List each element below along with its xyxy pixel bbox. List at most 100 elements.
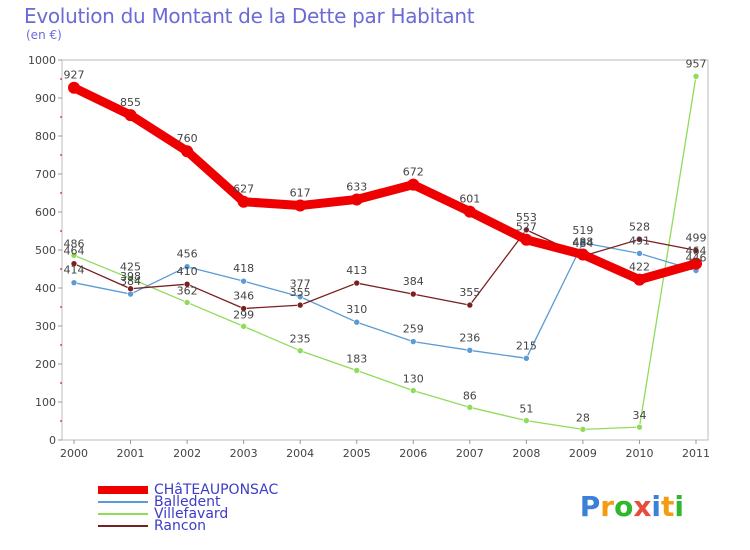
data-point xyxy=(353,367,361,374)
legend-label: Villefavard xyxy=(154,506,229,522)
data-point xyxy=(692,247,700,254)
legend-swatch-chateauponsac xyxy=(98,486,148,494)
data-point xyxy=(409,290,417,298)
chart-title: Evolution du Montant de la Dette par Hab… xyxy=(24,4,475,28)
x-tick-label: 2004 xyxy=(286,447,314,460)
data-label: 491 xyxy=(629,234,650,247)
data-label: 425 xyxy=(120,261,141,274)
data-point xyxy=(353,279,361,287)
data-point xyxy=(636,236,643,243)
data-label: 355 xyxy=(459,286,480,299)
series-line-balledent xyxy=(73,242,697,359)
x-tick-label: 2000 xyxy=(60,447,88,460)
data-point xyxy=(466,347,474,354)
data-label: 527 xyxy=(516,221,537,234)
legend-swatch-villefavard xyxy=(98,513,148,515)
data-point xyxy=(294,199,307,212)
data-label: 855 xyxy=(120,96,141,109)
data-point xyxy=(463,205,476,218)
data-point xyxy=(183,299,191,306)
data-label: 86 xyxy=(463,389,477,402)
legend-label: Balledent xyxy=(154,494,221,510)
data-point xyxy=(520,233,533,246)
legend-swatch-balledent xyxy=(98,501,148,503)
data-label: 672 xyxy=(403,166,424,179)
data-label: 617 xyxy=(290,187,311,200)
data-label: 499 xyxy=(686,231,707,244)
data-point xyxy=(70,252,78,259)
data-label: 28 xyxy=(576,411,590,424)
data-point xyxy=(350,193,363,206)
legend-item-rancon: Rancon xyxy=(98,518,278,534)
data-point xyxy=(523,417,530,424)
plot-border xyxy=(61,59,709,441)
data-point xyxy=(124,109,137,122)
data-label: 384 xyxy=(403,275,424,288)
x-tick-label: 2002 xyxy=(173,447,201,460)
data-label: 488 xyxy=(572,236,593,249)
legend-label: CHâTEAUPONSAC xyxy=(154,482,279,498)
data-label: 346 xyxy=(233,290,254,303)
y-tick-label: 600 xyxy=(35,206,56,219)
y-tick-label: 1000 xyxy=(28,54,56,67)
data-point xyxy=(296,301,304,309)
x-tick-label: 2007 xyxy=(456,447,484,460)
series-line-rancon xyxy=(73,229,697,310)
data-label: 410 xyxy=(177,265,198,278)
data-point xyxy=(636,250,643,257)
x-tick-label: 2001 xyxy=(117,447,145,460)
y-tick-label: 100 xyxy=(35,396,56,409)
x-tick-label: 2010 xyxy=(625,447,653,460)
data-label: 446 xyxy=(686,252,707,265)
data-label: 484 xyxy=(572,237,593,250)
data-label: 236 xyxy=(459,331,480,344)
legend: CHâTEAUPONSAC Balledent Villefavard Ranc… xyxy=(98,482,279,534)
data-point xyxy=(70,260,78,267)
data-label: 299 xyxy=(233,308,254,321)
data-label: 456 xyxy=(177,248,198,261)
data-label: 413 xyxy=(346,264,367,277)
data-point xyxy=(183,280,191,288)
data-point xyxy=(240,305,247,312)
data-point xyxy=(70,279,78,286)
data-label: 259 xyxy=(403,323,424,336)
data-label: 362 xyxy=(177,284,198,297)
y-tick-label: 300 xyxy=(35,320,56,333)
data-label: 464 xyxy=(64,245,85,258)
data-label: 760 xyxy=(177,132,198,145)
brand-letter: i xyxy=(674,490,684,523)
data-label: 355 xyxy=(290,286,311,299)
y-tick-label: 200 xyxy=(35,358,56,371)
data-point xyxy=(183,263,191,271)
data-point xyxy=(466,404,474,411)
data-point xyxy=(240,323,247,330)
x-tick-label: 2011 xyxy=(682,447,710,460)
data-point xyxy=(181,145,194,158)
data-point xyxy=(296,293,304,301)
x-tick-label: 2006 xyxy=(399,447,427,460)
data-point xyxy=(523,226,530,234)
x-tick-label: 2003 xyxy=(230,447,258,460)
data-point xyxy=(579,426,587,433)
data-point xyxy=(237,195,250,208)
data-label: 464 xyxy=(686,245,707,258)
legend-item-balledent: Balledent xyxy=(98,494,278,510)
data-point xyxy=(692,73,700,80)
brand-letter: o xyxy=(614,490,634,523)
data-label: 183 xyxy=(346,352,367,365)
data-point xyxy=(409,387,417,394)
data-point xyxy=(576,248,589,261)
data-point xyxy=(466,301,474,309)
data-point xyxy=(127,275,134,282)
series-line-châteauponsac xyxy=(69,83,701,285)
y-tick-label: 500 xyxy=(35,244,56,257)
y-tick-label: 900 xyxy=(35,92,56,105)
data-label: 927 xyxy=(64,69,85,82)
data-label: 215 xyxy=(516,339,537,352)
legend-item-chateauponsac: CHâTEAUPONSAC xyxy=(98,482,279,498)
data-point xyxy=(353,318,361,326)
data-label: 34 xyxy=(632,409,646,422)
data-label: 633 xyxy=(346,180,367,193)
legend-label: Rancon xyxy=(154,518,207,534)
brand-letter: x xyxy=(633,490,652,523)
